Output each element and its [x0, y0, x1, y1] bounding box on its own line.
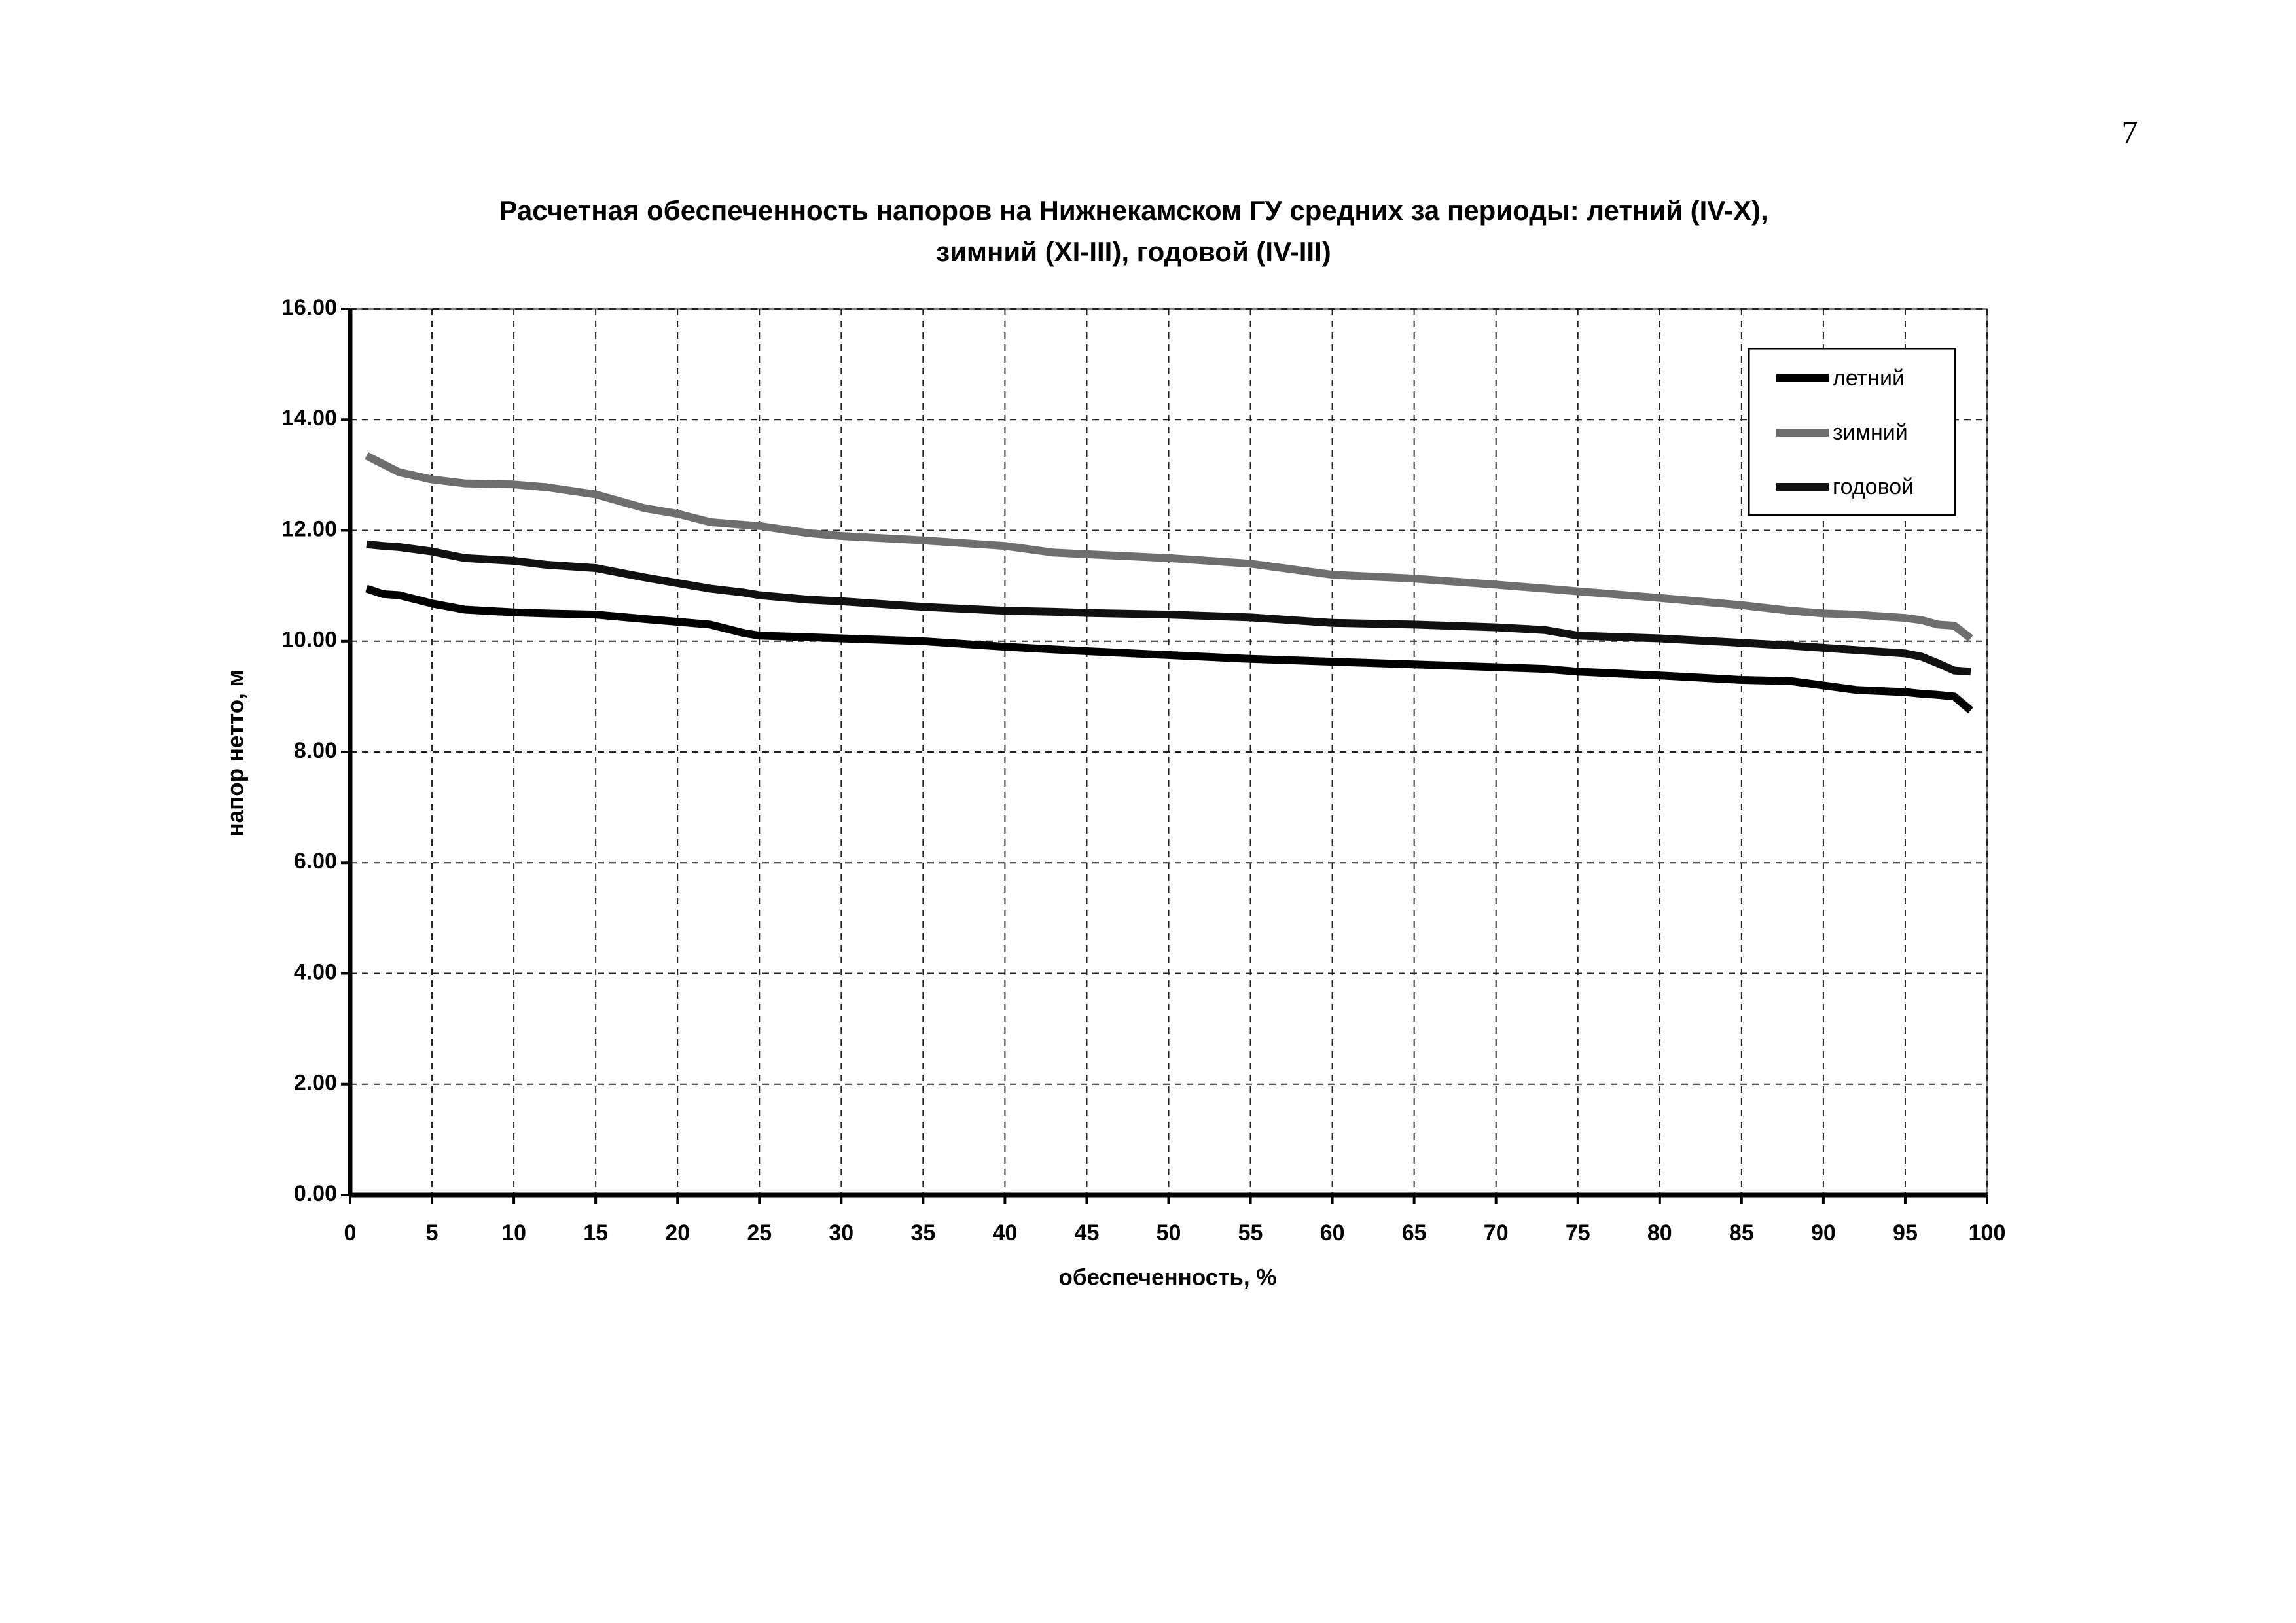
legend-label: летний	[1833, 366, 1905, 391]
data-line	[365, 584, 1973, 714]
x-tick-label: 15	[583, 1221, 608, 1245]
data-line	[366, 540, 1971, 676]
x-tick-label: 75	[1566, 1221, 1590, 1245]
x-tick-label: 70	[1484, 1221, 1509, 1245]
legend-label: зимний	[1833, 420, 1908, 445]
y-tick-label: 2.00	[294, 1071, 337, 1096]
x-tick-label: 80	[1647, 1221, 1672, 1245]
x-tick-label: 20	[665, 1221, 690, 1245]
chart-title: зимний (XI-III), годовой (IV-III)	[936, 236, 1331, 267]
x-tick-label: 40	[992, 1221, 1017, 1245]
y-tick-label: 8.00	[294, 738, 337, 763]
y-tick-label: 16.00	[281, 295, 337, 320]
x-tick-label: 85	[1729, 1221, 1754, 1245]
chart-title: Расчетная обеспеченность напоров на Нижн…	[499, 195, 1768, 226]
data-line	[365, 452, 1973, 642]
x-tick-label: 55	[1238, 1221, 1263, 1245]
y-axis-label: напор нетто, м	[223, 670, 248, 837]
y-tick-label: 6.00	[294, 849, 337, 874]
y-tick-label: 14.00	[281, 406, 337, 431]
x-tick-label: 5	[426, 1221, 439, 1245]
x-tick-label: 35	[910, 1221, 935, 1245]
x-tick-label: 50	[1157, 1221, 1181, 1245]
y-tick-label: 4.00	[294, 959, 337, 984]
y-tick-label: 12.00	[281, 516, 337, 541]
legend: летний зимний годовой	[1748, 348, 1956, 516]
x-tick-label: 65	[1402, 1221, 1427, 1245]
x-tick-label: 90	[1811, 1221, 1836, 1245]
x-axis-label: обеспеченность, %	[1059, 1264, 1277, 1290]
x-tick-label: 30	[829, 1221, 853, 1245]
x-tick-label: 45	[1075, 1221, 1100, 1245]
y-tick-label: 10.00	[281, 628, 337, 652]
x-tick-label: 0	[344, 1221, 357, 1245]
x-tick-label: 60	[1320, 1221, 1345, 1245]
page-number: 7	[2122, 113, 2138, 150]
x-tick-label: 25	[747, 1221, 772, 1245]
legend-label: годовой	[1833, 474, 1914, 499]
y-tick-label: 0.00	[294, 1181, 337, 1206]
x-tick-label: 10	[501, 1221, 526, 1245]
x-tick-label: 95	[1893, 1221, 1918, 1245]
x-tick-label: 100	[1969, 1221, 2006, 1245]
